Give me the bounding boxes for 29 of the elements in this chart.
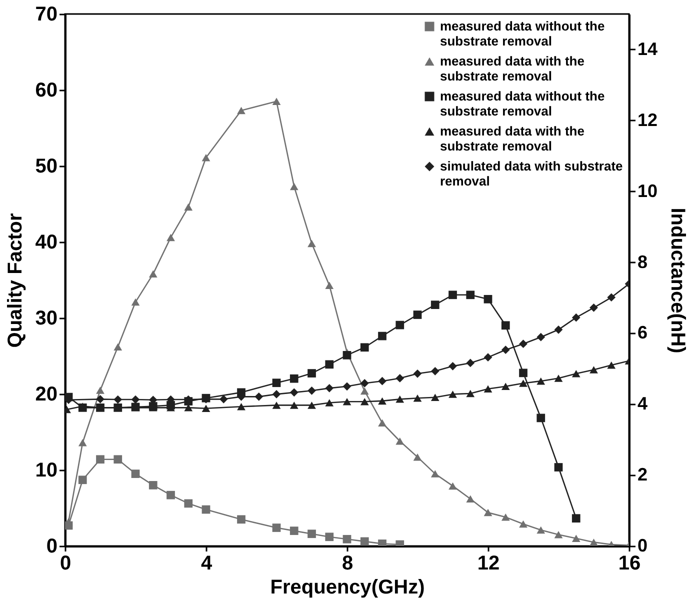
y2-tick-label: 10 bbox=[638, 180, 658, 201]
y-axis-title: Quality Factor bbox=[4, 213, 26, 348]
y2-tick-label: 4 bbox=[638, 394, 648, 414]
x-tick-label: 16 bbox=[618, 552, 641, 574]
y-tick-label: 30 bbox=[35, 308, 58, 330]
y-tick-label: 10 bbox=[35, 460, 58, 482]
y2-tick-label: 2 bbox=[638, 464, 648, 485]
x-tick-label: 8 bbox=[342, 552, 354, 574]
legend-label: measured data with the substrate removal bbox=[440, 124, 584, 154]
y-tick-label: 0 bbox=[46, 536, 58, 558]
x-tick-label: 0 bbox=[60, 552, 72, 574]
y-tick-label: 70 bbox=[35, 4, 58, 26]
y2-axis-title: Inductance(nH) bbox=[666, 208, 689, 354]
y2-tick-label: 12 bbox=[638, 110, 658, 130]
y2-tick-label: 14 bbox=[638, 38, 658, 59]
legend-label: measured data with the substrate removal bbox=[440, 54, 584, 84]
legend-label: simulated data with substrate removal bbox=[440, 158, 623, 188]
legend-label: measured data without the substrate removal bbox=[440, 88, 605, 118]
y-tick-label: 60 bbox=[35, 80, 58, 102]
y2-tick-label: 8 bbox=[638, 252, 648, 272]
y-tick-label: 40 bbox=[35, 232, 58, 254]
y-tick-label: 50 bbox=[35, 156, 58, 178]
x-tick-label: 12 bbox=[477, 552, 500, 574]
legend-label: measured data without the substrate removal bbox=[440, 18, 605, 48]
y-tick-label: 20 bbox=[35, 384, 58, 406]
x-axis-title: Frequency(GHz) bbox=[270, 576, 425, 598]
x-tick-label: 4 bbox=[200, 552, 213, 574]
y2-tick-label: 0 bbox=[638, 536, 648, 556]
y2-tick-label: 6 bbox=[638, 322, 648, 343]
